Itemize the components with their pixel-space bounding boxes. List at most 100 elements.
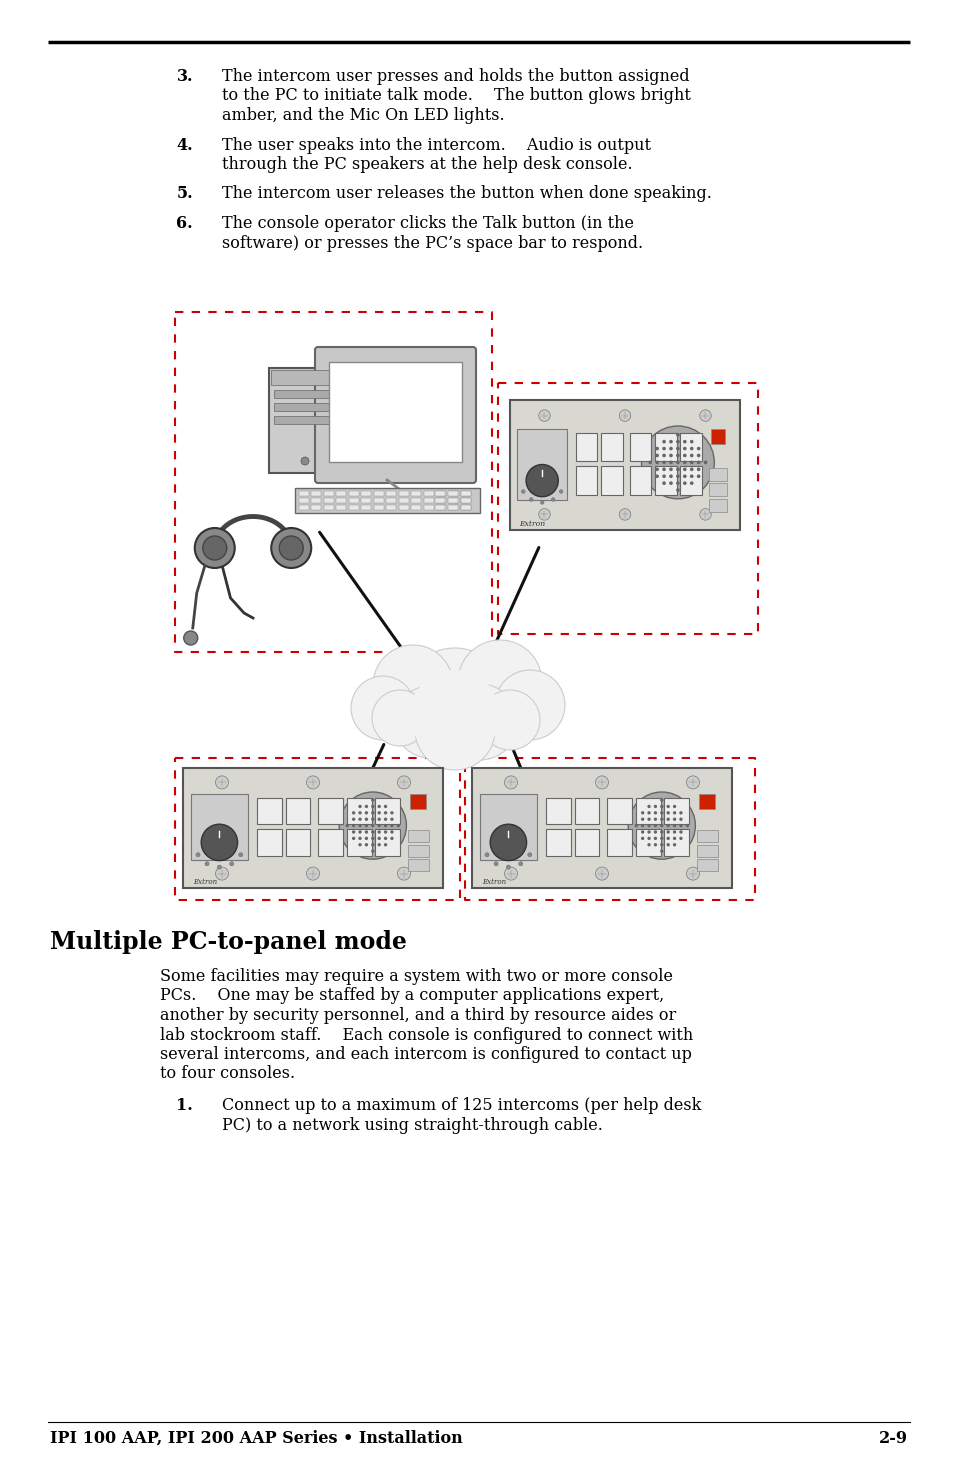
Circle shape bbox=[301, 457, 309, 465]
Bar bbox=[349, 499, 358, 503]
Bar bbox=[711, 429, 724, 444]
Circle shape bbox=[371, 817, 375, 822]
Circle shape bbox=[358, 836, 361, 841]
Circle shape bbox=[640, 811, 643, 814]
Circle shape bbox=[672, 830, 676, 833]
Bar bbox=[448, 491, 457, 496]
Circle shape bbox=[682, 454, 686, 457]
Circle shape bbox=[479, 690, 539, 749]
Circle shape bbox=[358, 844, 361, 847]
Circle shape bbox=[538, 509, 550, 521]
Circle shape bbox=[364, 836, 368, 841]
Bar bbox=[663, 798, 688, 825]
Circle shape bbox=[595, 867, 608, 881]
Bar bbox=[708, 484, 726, 496]
Circle shape bbox=[682, 475, 686, 478]
FancyBboxPatch shape bbox=[314, 347, 476, 482]
Text: The intercom user releases the button when done speaking.: The intercom user releases the button wh… bbox=[222, 186, 711, 202]
Text: software) or presses the PC’s space bar to respond.: software) or presses the PC’s space bar … bbox=[222, 235, 642, 252]
Bar bbox=[575, 432, 597, 462]
Circle shape bbox=[383, 817, 387, 822]
Bar bbox=[336, 504, 346, 510]
Circle shape bbox=[672, 825, 676, 827]
Circle shape bbox=[364, 805, 368, 808]
Circle shape bbox=[655, 454, 659, 457]
Circle shape bbox=[306, 776, 319, 789]
Circle shape bbox=[394, 686, 465, 758]
Circle shape bbox=[377, 844, 380, 847]
Bar bbox=[629, 432, 651, 462]
Circle shape bbox=[371, 825, 375, 827]
Text: The intercom user presses and holds the button assigned: The intercom user presses and holds the … bbox=[222, 68, 689, 86]
Circle shape bbox=[672, 836, 676, 841]
Bar bbox=[423, 499, 434, 503]
Bar bbox=[256, 829, 281, 855]
Bar bbox=[411, 491, 421, 496]
Circle shape bbox=[390, 836, 394, 841]
Circle shape bbox=[676, 460, 679, 465]
Circle shape bbox=[661, 468, 665, 471]
Circle shape bbox=[371, 805, 375, 808]
Circle shape bbox=[659, 798, 662, 802]
Bar bbox=[448, 499, 457, 503]
Circle shape bbox=[527, 853, 532, 857]
Bar bbox=[410, 795, 426, 808]
Bar bbox=[361, 499, 371, 503]
Circle shape bbox=[539, 500, 543, 504]
Bar bbox=[411, 499, 421, 503]
Circle shape bbox=[696, 460, 700, 465]
Text: 5.: 5. bbox=[176, 186, 193, 202]
Circle shape bbox=[699, 509, 711, 521]
Bar bbox=[285, 829, 310, 855]
Circle shape bbox=[647, 830, 650, 833]
Bar bbox=[600, 466, 622, 496]
Bar bbox=[324, 499, 334, 503]
Circle shape bbox=[352, 817, 355, 822]
Text: 2-9: 2-9 bbox=[878, 1429, 907, 1447]
Bar bbox=[329, 361, 461, 462]
Bar bbox=[374, 499, 384, 503]
Circle shape bbox=[371, 798, 375, 802]
Bar bbox=[679, 466, 701, 496]
Bar bbox=[398, 491, 409, 496]
Bar bbox=[408, 830, 428, 842]
Circle shape bbox=[696, 447, 700, 450]
Circle shape bbox=[668, 440, 672, 444]
Circle shape bbox=[215, 776, 229, 789]
Circle shape bbox=[666, 844, 669, 847]
Bar bbox=[336, 491, 346, 496]
Circle shape bbox=[352, 830, 355, 833]
Text: Extron: Extron bbox=[482, 879, 506, 886]
Circle shape bbox=[352, 836, 355, 841]
Circle shape bbox=[682, 481, 686, 485]
Circle shape bbox=[676, 454, 679, 457]
Circle shape bbox=[364, 811, 368, 814]
Circle shape bbox=[495, 670, 564, 740]
Circle shape bbox=[377, 805, 380, 808]
Bar bbox=[324, 491, 334, 496]
Bar bbox=[449, 504, 458, 510]
Bar bbox=[312, 491, 321, 496]
Bar bbox=[298, 491, 309, 496]
Text: PCs.  One may be staffed by a computer applications expert,: PCs. One may be staffed by a computer ap… bbox=[160, 987, 663, 1004]
Bar bbox=[654, 466, 676, 496]
Bar bbox=[699, 795, 715, 808]
Circle shape bbox=[668, 460, 672, 465]
Bar bbox=[436, 499, 446, 503]
Circle shape bbox=[661, 454, 665, 457]
Circle shape bbox=[345, 825, 349, 827]
Circle shape bbox=[217, 864, 221, 869]
Circle shape bbox=[205, 861, 209, 866]
Bar bbox=[318, 798, 342, 825]
Circle shape bbox=[558, 490, 562, 493]
Bar bbox=[545, 798, 570, 825]
Circle shape bbox=[699, 410, 711, 422]
Circle shape bbox=[676, 475, 679, 478]
Circle shape bbox=[238, 853, 243, 857]
Bar bbox=[312, 499, 321, 503]
Bar bbox=[398, 504, 409, 510]
Circle shape bbox=[339, 792, 406, 860]
Circle shape bbox=[647, 844, 650, 847]
Bar bbox=[256, 798, 281, 825]
Text: PC) to a network using straight-through cable.: PC) to a network using straight-through … bbox=[222, 1117, 602, 1133]
